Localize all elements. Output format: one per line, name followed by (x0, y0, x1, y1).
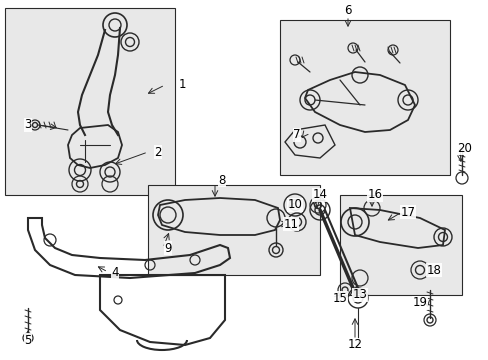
Bar (148, 185, 319, 275)
Text: 11: 11 (283, 217, 298, 230)
Text: 2: 2 (154, 145, 162, 158)
Bar (339, 195, 461, 295)
Text: 10: 10 (287, 198, 302, 211)
Text: 4: 4 (111, 266, 119, 279)
Text: 17: 17 (400, 206, 415, 219)
Bar (5, 8, 175, 195)
Text: 15: 15 (332, 292, 347, 305)
Text: 13: 13 (352, 288, 366, 302)
Text: 12: 12 (347, 338, 362, 351)
Text: 6: 6 (344, 4, 351, 17)
Text: 3: 3 (24, 118, 32, 131)
Text: 8: 8 (218, 174, 225, 186)
Text: 5: 5 (24, 333, 32, 346)
Text: 7: 7 (293, 129, 300, 141)
Text: 18: 18 (426, 264, 441, 276)
Text: 14: 14 (312, 189, 327, 202)
Text: 16: 16 (367, 189, 382, 202)
Text: 9: 9 (164, 242, 171, 255)
Bar (280, 20, 449, 175)
Text: 1: 1 (178, 78, 185, 91)
Text: 19: 19 (412, 297, 427, 310)
Text: 20: 20 (457, 141, 471, 154)
